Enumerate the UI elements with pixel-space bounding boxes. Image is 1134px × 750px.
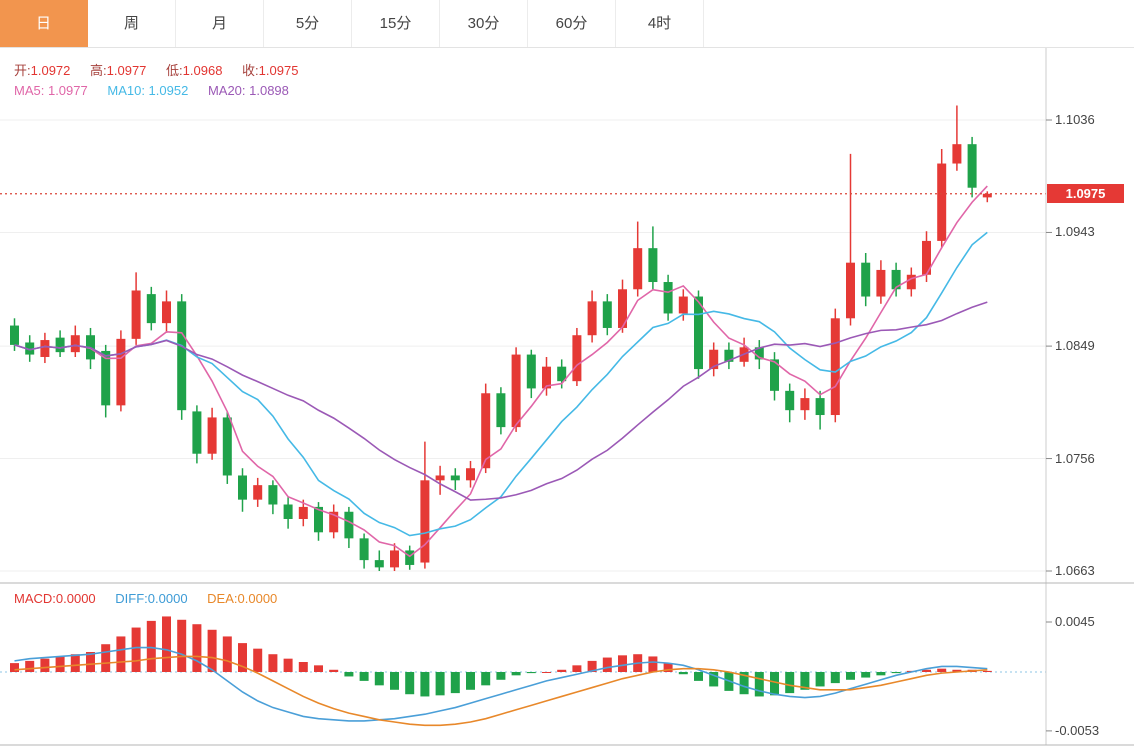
tab-month[interactable]: 月 [176, 0, 264, 47]
high-value: 高:1.0977 [90, 63, 147, 78]
ma10-line [14, 231, 988, 537]
low-value: 低:1.0968 [166, 63, 223, 78]
open-value: 开:1.0972 [14, 63, 71, 78]
price-axis-label: 1.0849 [1055, 338, 1095, 354]
tab-4h[interactable]: 4时 [616, 0, 704, 47]
tab-60min[interactable]: 60分 [528, 0, 616, 47]
price-axis-label: 1.1036 [1055, 112, 1095, 127]
macd-value: MACD:0.0000 [14, 591, 96, 606]
dea-value: DEA:0.0000 [207, 591, 278, 606]
price-axis-label: 1.0756 [1055, 450, 1095, 466]
price-axis-label: 1.0663 [1055, 563, 1095, 578]
grid-lines [0, 119, 1046, 572]
macd-header: MACD:0.0000 DIFF:0.0000 DEA:0.0000 [14, 591, 293, 606]
ma20-value: MA20: 1.0898 [207, 83, 289, 98]
dea-line [14, 655, 988, 727]
axis-ticks [1046, 119, 1052, 732]
ma10-value: MA10: 1.0952 [107, 83, 189, 98]
tab-15min[interactable]: 15分 [352, 0, 440, 47]
macd-axis-label: 0.0045 [1055, 614, 1095, 629]
tab-5min[interactable]: 5分 [264, 0, 352, 47]
tab-day[interactable]: 日 [0, 0, 88, 47]
timeframe-tabbar: 日周月 5分 15分 30分 60分 4时 [0, 0, 1134, 48]
tab-30min[interactable]: 30分 [440, 0, 528, 47]
diff-line [14, 646, 988, 722]
ma5-line [14, 185, 988, 558]
ma5-value: MA5: 1.0977 [14, 83, 88, 98]
diff-value: DIFF:0.0000 [115, 591, 188, 606]
tab-week[interactable]: 周 [88, 0, 176, 47]
last-price-badge: 1.0975 [1047, 184, 1124, 204]
macd-axis-label: -0.0053 [1055, 722, 1100, 738]
macd-histogram [10, 616, 992, 697]
ohlc-header: 开:1.0972 高:1.0977 低:1.0968 收:1.0975 [14, 60, 314, 79]
price-axis-label: 1.0943 [1055, 224, 1095, 240]
close-value: 收:1.0975 [242, 63, 299, 78]
ma20-line [14, 301, 988, 501]
ma-header: MA5: 1.0977 MA10: 1.0952 MA20: 1.0898 [14, 83, 305, 98]
panel-borders [0, 48, 1134, 746]
